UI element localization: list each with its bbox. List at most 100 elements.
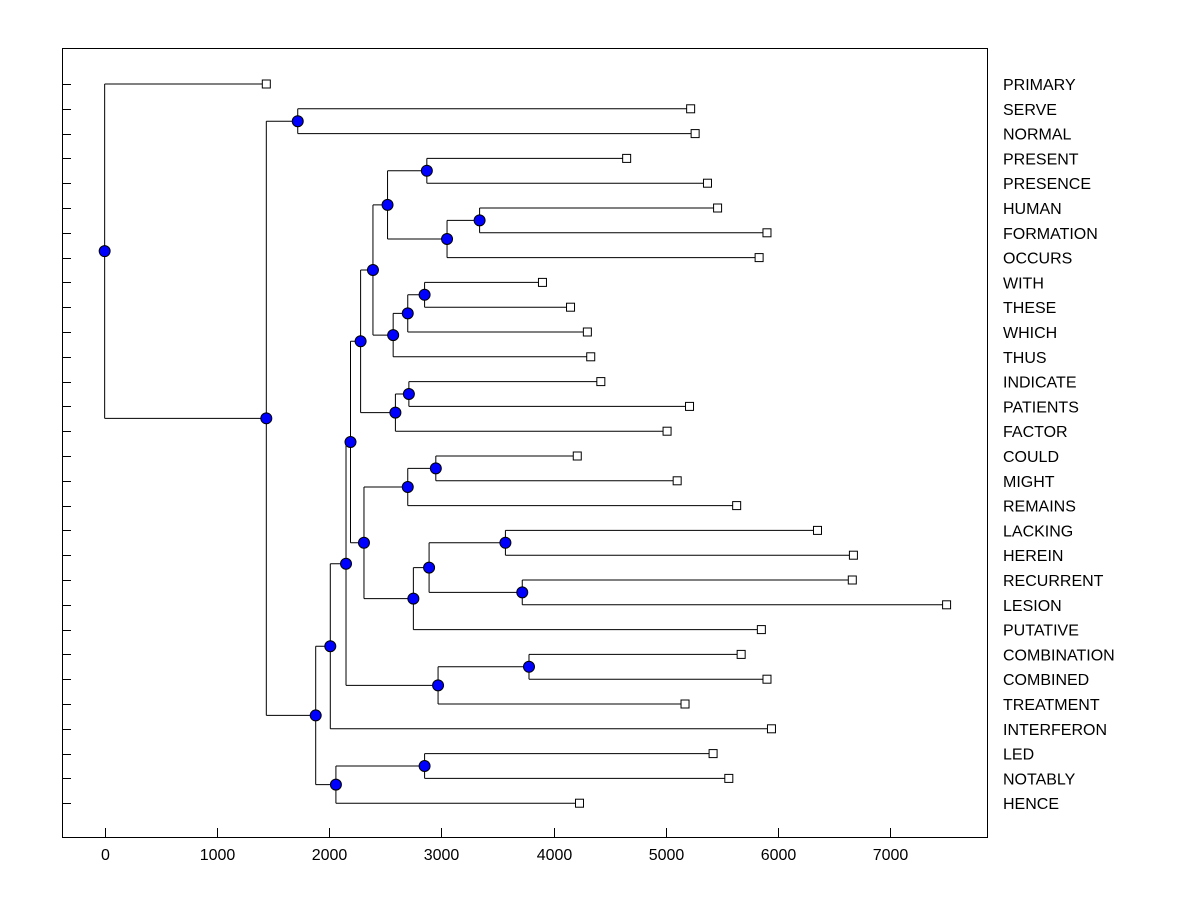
leaf-marker-present — [622, 153, 632, 163]
merge-node-m5 — [381, 198, 394, 211]
leaf-marker-remains — [732, 501, 742, 511]
leaf-label-herein: HEREIN — [1003, 548, 1063, 565]
merge-node-m21 — [522, 660, 535, 673]
merge-node-m24 — [324, 640, 337, 653]
merge-node-m12 — [354, 335, 367, 348]
leaf-label-lacking: LACKING — [1003, 523, 1073, 540]
link-m4 — [446, 219, 760, 259]
merge-node-m16 — [516, 586, 529, 599]
link-m7 — [407, 294, 588, 333]
leaf-label-hence: HENCE — [1003, 796, 1059, 813]
leaf-label-recurrent: RECURRENT — [1003, 573, 1104, 590]
leaf-marker-formation — [762, 228, 772, 238]
link-m21 — [528, 653, 767, 680]
merge-node-m18 — [407, 592, 420, 605]
leaf-label-formation: FORMATION — [1003, 226, 1098, 243]
leaf-marker-occurs — [754, 253, 764, 263]
leaf-label-putative: PUTATIVE — [1003, 623, 1079, 640]
merge-node-m4 — [441, 233, 454, 245]
x-tick-label-1000: 1000 — [200, 847, 236, 864]
leaf-label-with: WITH — [1003, 275, 1044, 292]
leaf-marker-treatment — [680, 699, 690, 709]
leaf-label-normal: NORMAL — [1003, 127, 1072, 144]
leaf-label-treatment: TREATMENT — [1003, 697, 1100, 714]
leaf-label-which: WHICH — [1003, 325, 1057, 342]
leaf-label-thus: THUS — [1003, 350, 1047, 367]
leaf-marker-with — [537, 277, 547, 287]
link-m14 — [407, 467, 737, 507]
merge-node-m7 — [401, 307, 414, 320]
link-m23 — [345, 441, 439, 686]
link-m15 — [504, 529, 854, 556]
merge-node-m14 — [401, 481, 414, 493]
merge-node-m10 — [402, 388, 415, 400]
link-m18 — [412, 567, 762, 631]
x-axis: 0 1000 2000 3000 4000 5000 6000 7000 — [101, 828, 908, 864]
leaf-label-interferon: INTERFERON — [1003, 722, 1107, 739]
leaf-label-combined: COMBINED — [1003, 672, 1089, 689]
leaf-marker-might — [672, 476, 682, 486]
leaf-marker-led — [708, 749, 718, 759]
x-tick-label-7000: 7000 — [873, 847, 909, 864]
x-tick-label-4000: 4000 — [537, 847, 573, 864]
leaf-label-led: LED — [1003, 747, 1034, 764]
merge-node-m27 — [309, 709, 322, 722]
merge-node-m6 — [418, 288, 431, 301]
merge-node-m17 — [423, 561, 436, 574]
leaf-label-presence: PRESENCE — [1003, 176, 1091, 193]
link-m29 — [104, 83, 267, 419]
link-m22 — [437, 666, 686, 705]
leaf-label-remains: REMAINS — [1003, 499, 1076, 516]
merge-node-m23 — [340, 557, 353, 570]
leaf-marker-lesion — [942, 600, 952, 610]
leaf-marker-combination — [736, 649, 746, 659]
x-tick-label-2000: 2000 — [312, 847, 348, 864]
merge-node-m26 — [329, 778, 342, 791]
leaf-marker-presence — [702, 178, 712, 188]
leaf-marker-indicate — [596, 377, 606, 387]
leaf-label-could: COULD — [1003, 449, 1059, 466]
link-m3 — [479, 207, 767, 234]
merge-node-m9 — [366, 264, 379, 276]
leaf-label-human: HUMAN — [1003, 201, 1062, 218]
link-m28 — [265, 120, 316, 716]
leaf-labels: PRIMARY SERVE NORMAL PRESENT PRESENCE HUMAN FO… — [1003, 77, 1115, 813]
merge-node-m1 — [291, 115, 304, 128]
link-m5 — [387, 170, 448, 240]
leaf-marker-human — [713, 203, 723, 213]
leaf-markers — [261, 79, 952, 808]
merge-nodes — [98, 115, 535, 791]
x-tick-label-5000: 5000 — [649, 847, 685, 864]
merge-node-m28 — [260, 412, 273, 425]
leaf-label-patients: PATIENTS — [1003, 399, 1079, 416]
merge-node-m25 — [418, 760, 431, 772]
merge-node-m22 — [432, 679, 445, 692]
leaf-marker-patients — [685, 401, 695, 411]
leaf-marker-hence — [575, 798, 585, 808]
leaf-marker-which — [582, 327, 592, 337]
leaf-marker-serve — [686, 104, 696, 114]
dendrogram-links — [104, 83, 947, 804]
y-tick-marks — [62, 84, 71, 804]
link-m25 — [424, 753, 729, 779]
merge-node-m15 — [499, 536, 512, 549]
leaf-marker-factor — [662, 426, 672, 436]
merge-node-m2 — [420, 164, 433, 177]
leaf-marker-putative — [756, 625, 766, 635]
x-tick-label-6000: 6000 — [761, 847, 797, 864]
leaf-marker-these — [566, 302, 576, 312]
leaf-label-primary: PRIMARY — [1003, 77, 1076, 94]
leaf-marker-normal — [690, 129, 700, 139]
link-m1 — [297, 108, 696, 135]
plot-frame — [62, 48, 988, 838]
merge-node-m29 — [98, 245, 111, 258]
link-m10 — [408, 381, 690, 407]
leaf-marker-thus — [586, 352, 596, 362]
leaf-marker-could — [572, 451, 582, 461]
leaf-label-might: MIGHT — [1003, 474, 1055, 491]
link-m13 — [435, 455, 678, 482]
link-m16 — [521, 579, 947, 606]
leaf-label-these: THESE — [1003, 300, 1056, 317]
x-tick-label-3000: 3000 — [424, 847, 460, 864]
